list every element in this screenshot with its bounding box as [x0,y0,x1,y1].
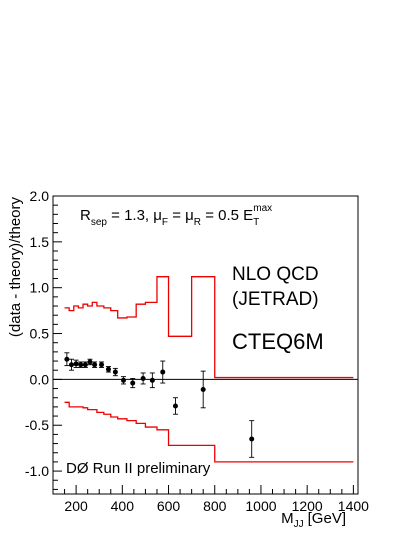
y-tick-label: 1.5 [30,234,50,250]
x-axis: 200 400 600 800 1000 1200 1400 [52,485,369,514]
nlo-qcd-label: NLO QCD [232,264,319,285]
data-point [140,372,146,385]
x-tick-label: 1200 [292,498,323,514]
y-tick-label: 2.0 [30,188,50,204]
data-marker [73,361,79,367]
data-marker [78,362,84,368]
experiment-label: DØ Run II preliminary [66,460,211,477]
y-axis-label: (data - theory)/theory [7,197,24,338]
y-axis: -1.0 -0.5 0.0 0.5 1.0 1.5 2.0 [25,188,62,490]
data-marker [160,369,166,375]
data-points [64,352,255,458]
data-point [92,361,98,368]
data-point [64,352,70,367]
data-point [149,372,155,389]
data-point [99,361,105,368]
data-marker [92,362,98,368]
y-tick-label: 0.0 [30,371,50,387]
data-marker [249,436,255,442]
x-tick-label: 800 [203,498,227,514]
y-tick-label: -1.0 [25,463,49,479]
data-marker [200,386,206,392]
plot-frame [52,195,359,495]
data-marker [105,366,111,372]
data-marker [172,403,178,409]
data-marker [140,375,146,381]
data-marker [64,356,70,362]
jetrad-label: (JETRAD) [232,289,319,310]
data-marker [99,362,105,368]
data-point [112,367,118,377]
data-point [172,397,178,415]
x-axis-label: MJJ [GeV] [281,510,346,530]
data-marker [68,362,74,368]
data-point [200,370,206,409]
y-tick-label: 1.0 [30,280,50,296]
data-marker [112,369,118,375]
data-marker [87,359,93,365]
parameters-annotation: Rsep = 1.3, μF = μR = 0.5 ETmax [80,203,272,228]
data-point [160,360,166,384]
data-marker [149,377,155,383]
x-tick-label: 400 [111,498,135,514]
data-point [68,358,74,371]
x-tick-label: 1400 [338,498,369,514]
data-point [130,378,136,389]
data-marker [82,362,88,368]
y-tick-label: -0.5 [25,417,49,433]
data-point [73,359,79,368]
x-tick-label: 200 [64,498,88,514]
x-tick-label: 600 [157,498,181,514]
nlo-uncertainty-band [64,276,354,463]
data-marker [120,377,126,383]
data-point [120,376,126,385]
data-point [87,358,93,366]
band-upper-edge [64,276,354,379]
band-lower-edge [64,401,354,463]
data-point [82,361,88,368]
data-point [105,366,111,373]
y-tick-label: 0.5 [30,326,50,342]
pdf-label: CTEQ6M [232,329,324,354]
x-tick-label: 1000 [245,498,276,514]
data-marker [130,380,136,386]
data-point [249,420,255,458]
data-point [78,361,84,368]
